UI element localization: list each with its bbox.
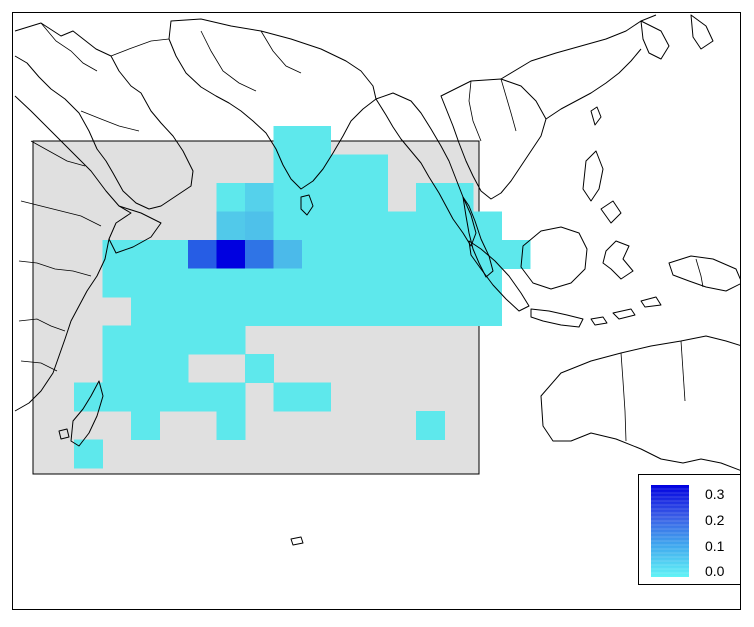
grid-cell <box>131 325 160 355</box>
grid-cell <box>473 268 502 298</box>
grid-cell <box>245 183 274 212</box>
grid-cell <box>330 211 360 241</box>
grid-cell <box>188 297 217 326</box>
probability-grid <box>74 126 531 469</box>
grid-cell <box>359 268 388 298</box>
grid-cell <box>159 325 189 355</box>
grid-cell <box>302 382 331 412</box>
grid-cell <box>416 183 445 212</box>
grid-cell <box>273 126 303 155</box>
grid-cell <box>216 325 246 355</box>
grid-cell <box>387 268 417 298</box>
grid-cell <box>102 354 132 383</box>
grid-cell <box>273 240 303 269</box>
grid-cell <box>159 354 189 383</box>
grid-cell <box>216 240 246 269</box>
grid-cell <box>359 240 388 269</box>
grid-cell <box>159 297 189 326</box>
grid-cell <box>359 211 388 241</box>
grid-cell <box>330 297 360 326</box>
grid-cell <box>188 240 217 269</box>
grid-cell <box>444 297 474 326</box>
grid-cell <box>273 154 303 184</box>
grid-cell <box>245 268 274 298</box>
grid-cell <box>302 240 331 269</box>
grid-cell <box>131 240 160 269</box>
grid-cell <box>159 268 189 298</box>
grid-cell <box>74 439 103 469</box>
grid-cell <box>302 154 331 184</box>
grid-cell <box>216 382 246 412</box>
grid-cell <box>416 297 445 326</box>
grid-cell <box>359 297 388 326</box>
grid-cell <box>444 240 474 269</box>
grid-cell <box>273 382 303 412</box>
grid-cell <box>444 268 474 298</box>
grid-cell <box>387 211 417 241</box>
grid-cell <box>159 240 189 269</box>
grid-cell <box>102 240 132 269</box>
grid-cell <box>245 354 274 383</box>
legend-color-bar <box>651 485 689 577</box>
grid-cell <box>302 183 331 212</box>
grid-cell <box>416 240 445 269</box>
grid-cell <box>131 382 160 412</box>
grid-cell <box>245 211 274 241</box>
grid-cell <box>416 268 445 298</box>
grid-cell <box>216 268 246 298</box>
grid-cell <box>359 154 388 184</box>
map-canvas <box>14 14 740 546</box>
grid-cell <box>387 240 417 269</box>
grid-cell <box>102 382 132 412</box>
grid-cell <box>188 325 217 355</box>
grid-cell <box>245 297 274 326</box>
grid-cell <box>131 268 160 298</box>
grid-cell <box>131 354 160 383</box>
legend-label-0-1: 0.1 <box>705 538 725 554</box>
grid-cell <box>330 154 360 184</box>
grid-cell <box>302 211 331 241</box>
grid-cell <box>473 297 502 326</box>
grid-cell <box>501 240 531 269</box>
grid-cell <box>416 211 445 241</box>
legend-label-0-2: 0.2 <box>705 512 725 528</box>
grid-cell <box>102 268 132 298</box>
legend: 0.3 0.2 0.1 0.0 <box>638 474 740 585</box>
grid-cell <box>302 297 331 326</box>
grid-cell <box>330 240 360 269</box>
grid-cell <box>74 382 103 412</box>
grid-cell <box>102 325 132 355</box>
grid-cell <box>330 268 360 298</box>
grid-cell <box>273 268 303 298</box>
grid-cell <box>416 411 445 440</box>
grid-cell <box>216 297 246 326</box>
map-panel: 0.3 0.2 0.1 0.0 <box>12 12 741 610</box>
grid-cell <box>302 268 331 298</box>
grid-cell <box>302 126 331 155</box>
grid-cell <box>444 211 474 241</box>
grid-cell <box>273 297 303 326</box>
legend-label-0-3: 0.3 <box>705 486 725 502</box>
legend-label-0-0: 0.0 <box>705 563 725 579</box>
grid-cell <box>188 382 217 412</box>
grid-cell <box>273 211 303 241</box>
grid-cell <box>131 297 160 326</box>
grid-cell <box>216 211 246 241</box>
grid-cell <box>216 183 246 212</box>
grid-cell <box>273 183 303 212</box>
grid-cell <box>159 382 189 412</box>
grid-cell <box>387 297 417 326</box>
grid-cell <box>359 183 388 212</box>
grid-cell <box>245 240 274 269</box>
grid-cell <box>188 268 217 298</box>
grid-cell <box>473 211 502 241</box>
coastlines <box>14 14 740 546</box>
grid-cell <box>216 411 246 440</box>
country-borders <box>18 22 704 442</box>
grid-cell <box>330 183 360 212</box>
grid-cell <box>131 411 160 440</box>
